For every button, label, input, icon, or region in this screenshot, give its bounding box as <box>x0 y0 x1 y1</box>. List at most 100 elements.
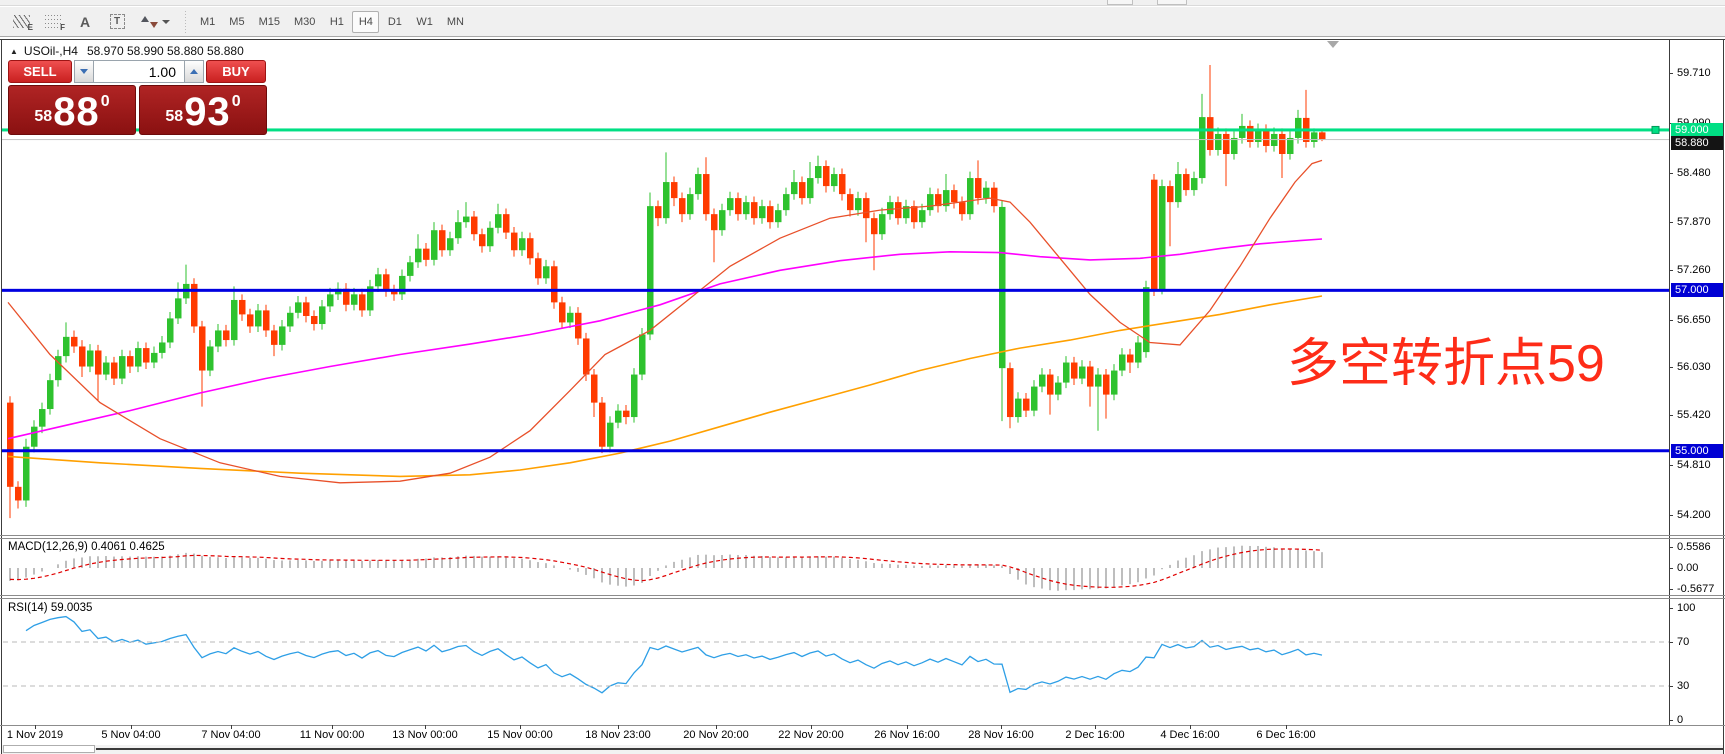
candle-down <box>1151 179 1158 291</box>
macd-axis-tick <box>1669 568 1673 569</box>
candle-up <box>1039 374 1046 387</box>
candle-down <box>271 330 278 345</box>
price-axis-label: 54.810 <box>1677 459 1711 471</box>
candle-up <box>687 194 694 215</box>
rsi-plot-area[interactable] <box>25 615 1323 694</box>
rsi-axis-label: 0 <box>1677 714 1684 726</box>
text-box-icon[interactable]: T <box>102 10 132 34</box>
equidistant-channel-icon[interactable]: E <box>6 10 36 34</box>
volume-increase-button[interactable] <box>184 60 204 83</box>
panel-splitter[interactable] <box>0 535 1725 536</box>
sell-button[interactable]: SELL <box>8 60 72 83</box>
time-axis-label: 18 Nov 23:00 <box>585 729 651 741</box>
candle-down <box>1007 368 1014 418</box>
scrollbar-thumb[interactable] <box>3 745 95 753</box>
fibonacci-grid-icon[interactable]: F <box>38 10 68 34</box>
text-label-glyph: A <box>79 13 91 30</box>
candle-up <box>375 274 382 287</box>
ask-prefix: 58 <box>165 108 184 125</box>
panel-splitter <box>0 538 1725 539</box>
timeframe-button-m5[interactable]: M5 <box>229 15 245 28</box>
timeframe-button-d1[interactable]: D1 <box>387 15 402 28</box>
candle-up <box>831 174 838 187</box>
ask-big-digits: 93 <box>184 90 231 134</box>
candle-up <box>607 422 614 447</box>
candle-down <box>7 402 14 487</box>
candle-up <box>415 248 422 263</box>
bid-prefix: 58 <box>34 108 53 125</box>
panel-splitter[interactable] <box>0 595 1725 596</box>
candle-up <box>791 182 798 195</box>
candle-up <box>431 230 438 260</box>
candle-up <box>1063 362 1070 383</box>
collapse-panel-icon[interactable]: ▲ <box>10 46 18 56</box>
candle-up <box>543 266 550 279</box>
buy-button[interactable]: BUY <box>206 60 266 83</box>
volume-input[interactable] <box>94 60 184 83</box>
timeframe-button-mn[interactable]: MN <box>446 15 464 28</box>
candle-up <box>1311 132 1318 142</box>
chevron-down-icon <box>161 19 170 24</box>
symbol-header: ▲ USOil-,H4 58.970 58.990 58.880 58.880 <box>10 44 244 58</box>
candle-up <box>1199 117 1206 179</box>
time-axis-label: 1 Nov 2019 <box>6 729 64 741</box>
candle-up <box>295 302 302 313</box>
candle-up <box>1119 354 1126 371</box>
chart-border <box>0 39 1725 40</box>
candle-up <box>919 210 926 223</box>
rsi-axis-label: 30 <box>1677 680 1690 692</box>
price-badge-59.000: 59.000 <box>1671 123 1723 137</box>
text-label-icon[interactable]: A <box>70 10 100 34</box>
candle-down <box>503 214 510 233</box>
main-plot-area[interactable] <box>7 64 1326 519</box>
candle-up <box>775 210 782 223</box>
candle-down <box>1207 117 1214 150</box>
candle-up <box>255 310 262 327</box>
timeframe-button-w1[interactable]: W1 <box>416 15 433 28</box>
time-axis-label: 13 Nov 00:00 <box>392 729 458 741</box>
candle-up <box>167 318 174 343</box>
candle-down <box>527 238 534 259</box>
timeframe-button-m30[interactable]: M30 <box>293 15 316 28</box>
time-axis-tick <box>520 725 521 729</box>
timeframe-button-m1[interactable]: M1 <box>200 15 216 28</box>
volume-decrease-button[interactable] <box>74 60 94 83</box>
candle-down <box>1127 354 1134 363</box>
rsi-axis-label: 70 <box>1677 636 1690 648</box>
time-axis-tick <box>1095 725 1096 729</box>
candle-down <box>311 316 318 325</box>
candle-up <box>159 342 166 353</box>
candle-down <box>1023 398 1030 411</box>
ask-price-tile[interactable]: 58 93 0 <box>139 85 267 135</box>
time-axis-tick <box>425 725 426 729</box>
candle-down <box>911 206 918 223</box>
candle-up <box>1231 137 1238 155</box>
chart-toolbar: E F A T M1 M5 M15 M30 H1 H4 D1 W1 MN <box>0 7 1725 37</box>
candle-down <box>71 336 78 347</box>
candle-up <box>879 214 886 235</box>
scroll-to-end-marker[interactable] <box>1327 41 1339 48</box>
bid-price-tile[interactable]: 58 88 0 <box>8 85 136 135</box>
timeframe-button-h1[interactable]: H1 <box>329 15 344 28</box>
time-axis-tick <box>35 725 36 729</box>
chart-text-annotation: 多空转折点59 <box>1287 335 1605 393</box>
timeframe-button-h4[interactable]: H4 <box>352 10 380 33</box>
arrows-objects-icon[interactable] <box>134 10 176 34</box>
chart-window[interactable] <box>0 38 1725 754</box>
timeframe-button-m15[interactable]: M15 <box>258 15 280 28</box>
time-axis-tick <box>332 725 333 729</box>
candle-down <box>711 214 718 231</box>
candle-up <box>1111 370 1118 395</box>
time-axis-label: 28 Nov 16:00 <box>968 729 1034 741</box>
candle-down <box>1247 125 1254 142</box>
candle-down <box>599 402 606 447</box>
candle-up <box>455 222 462 239</box>
candle-down <box>439 230 446 251</box>
macd-plot-area[interactable] <box>9 545 1323 591</box>
price-axis-tick <box>1669 465 1673 466</box>
candle-up <box>207 346 214 371</box>
arrow-up-glyph <box>140 15 149 22</box>
candle-down <box>975 178 982 199</box>
candle-down <box>511 232 518 251</box>
